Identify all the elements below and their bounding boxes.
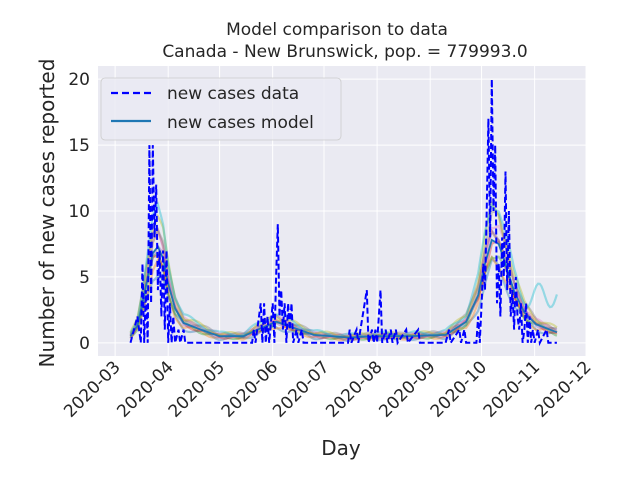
y-axis-label: Number of new cases reported: [35, 59, 59, 368]
x-tick-label: 2020-08: [322, 357, 386, 421]
model-run-line: [129, 258, 558, 343]
y-tick-label: 20: [68, 70, 90, 90]
x-axis-ticks: 2020-032020-042020-052020-062020-072020-…: [60, 357, 595, 421]
model-run-line: [129, 201, 558, 338]
chart-title: Model comparison to data: [226, 20, 448, 40]
model-run-line: [129, 228, 558, 341]
series-lines: [129, 79, 558, 347]
legend-label-model: new cases model: [167, 113, 314, 133]
y-tick-label: 5: [79, 268, 90, 288]
x-tick-label: 2020-03: [60, 357, 124, 421]
x-tick-label: 2020-05: [165, 357, 229, 421]
legend-box: [100, 77, 342, 141]
legend: new cases data new cases model: [100, 77, 342, 141]
y-tick-label: 0: [79, 334, 90, 354]
series-line-data: [129, 79, 557, 347]
x-axis-label: Day: [321, 436, 361, 460]
x-tick-label: 2020-07: [269, 357, 333, 421]
y-tick-label: 15: [68, 136, 90, 156]
x-tick-label: 2020-12: [531, 357, 595, 421]
chart-subtitle: Canada - New Brunswick, pop. = 779993.0: [162, 42, 527, 62]
y-tick-label: 10: [68, 202, 90, 222]
y-axis-ticks: 0 5 10 15 20: [68, 70, 90, 354]
legend-label-data: new cases data: [167, 84, 299, 104]
x-tick-label: 2020-10: [427, 357, 491, 421]
